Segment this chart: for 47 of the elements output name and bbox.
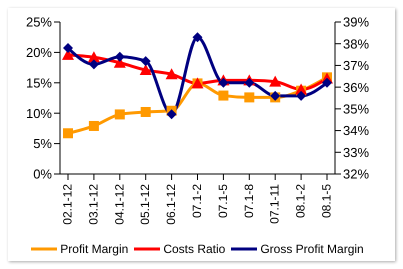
point [218, 90, 228, 101]
y2-tick-label: 38% [343, 36, 370, 52]
point [140, 106, 151, 117]
point [114, 109, 125, 120]
y-tick-label: 5% [33, 136, 52, 152]
point [218, 78, 228, 88]
point [114, 52, 125, 62]
y-tick-label: 20% [26, 45, 52, 60]
x-tick-label: 07.1-11 [268, 184, 282, 224]
y2-tick-label: 39% [343, 14, 370, 30]
legend-label: Gross Profit Margin [259, 242, 364, 256]
x-tick-label: 06.1-12 [164, 184, 178, 225]
x-tick-label: 07.1-5 [216, 184, 230, 218]
x-tick-label: 07.1-8 [242, 184, 256, 218]
x-tick-label: 02.1-12 [60, 184, 75, 225]
point [192, 32, 202, 42]
point [166, 109, 177, 120]
x-tick-label: 05.1-12 [138, 184, 152, 225]
y-tick-label: 0% [33, 166, 52, 182]
point [244, 78, 254, 88]
legend-label: Profit Margin [59, 242, 128, 256]
y-tick-label: 15% [26, 75, 52, 90]
y2-tick-label: 33% [343, 144, 370, 160]
y2-tick-label: 34% [343, 123, 370, 138]
x-tick-label: 08.1-5 [320, 184, 334, 218]
point [166, 68, 178, 80]
y2-tick-label: 32% [343, 166, 370, 182]
y-tick-label: 25% [26, 14, 52, 30]
x-tick-label: 08.1-2 [294, 184, 308, 218]
point [322, 78, 332, 88]
point [244, 92, 254, 102]
point [296, 90, 306, 101]
point [63, 43, 73, 54]
point [140, 56, 151, 66]
y2-tick-label: 35% [343, 101, 370, 116]
x-tick-label: 03.1-12 [86, 184, 100, 225]
x-tick-label: 04.1-12 [112, 184, 126, 225]
legend-label: Costs Ratio [162, 242, 226, 256]
point [269, 76, 282, 87]
point [88, 120, 99, 131]
point [63, 128, 73, 138]
y2-tick-label: 37% [343, 58, 370, 74]
point [140, 64, 152, 76]
y-tick-label: 10% [26, 106, 52, 121]
point [88, 59, 99, 70]
x-tick-label: 07.1-2 [190, 184, 204, 218]
y2-tick-label: 36% [343, 80, 370, 95]
